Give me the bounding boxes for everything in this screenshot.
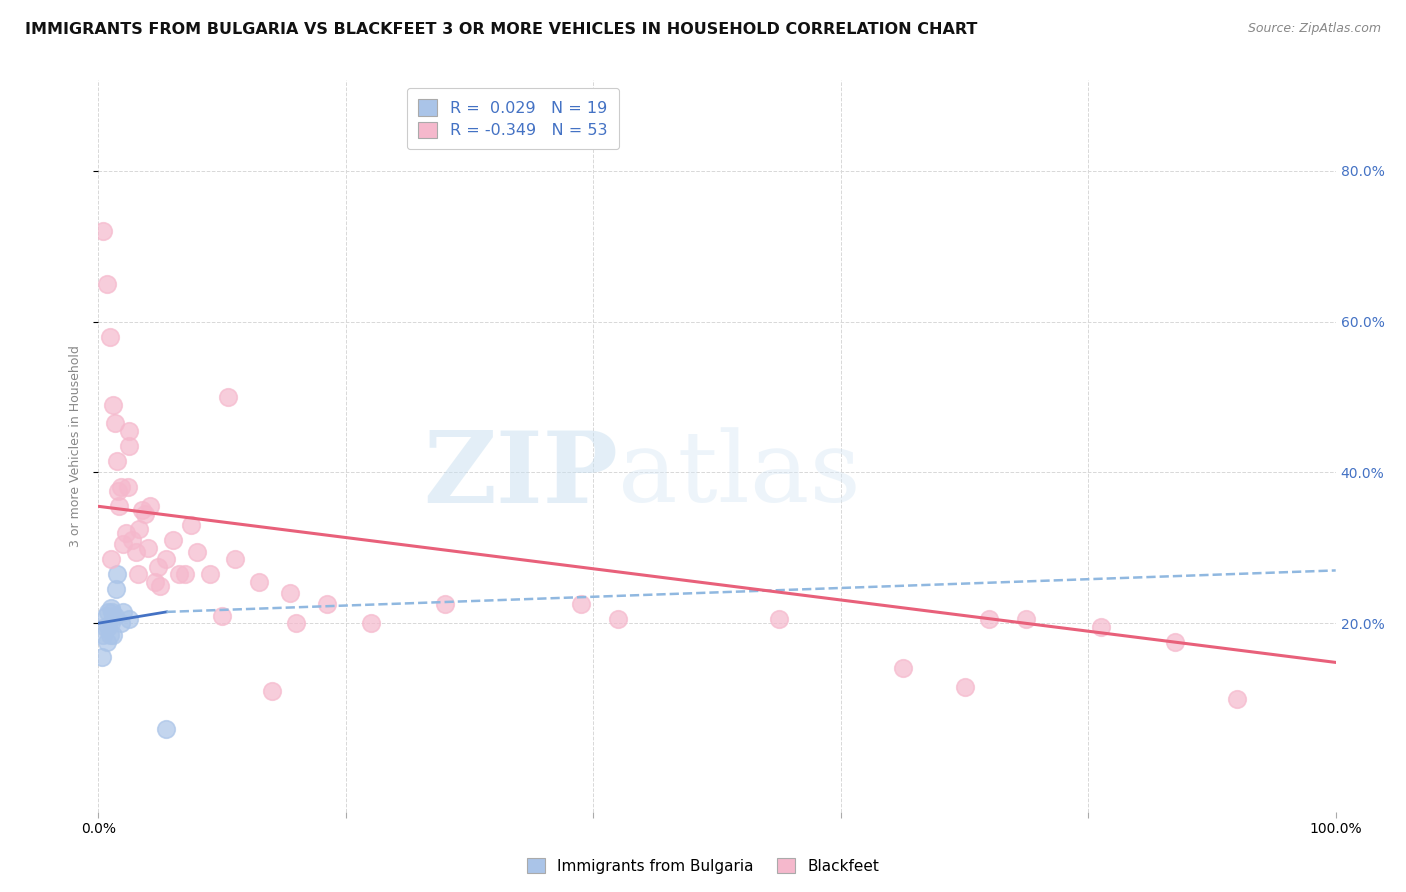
Point xyxy=(93,627,115,641)
Point xyxy=(98,329,121,343)
Text: ZIP: ZIP xyxy=(423,426,619,524)
Point xyxy=(360,616,382,631)
Point xyxy=(100,616,122,631)
Point xyxy=(278,586,301,600)
Point xyxy=(285,616,308,631)
Point xyxy=(98,627,121,641)
Point xyxy=(247,574,270,589)
Point xyxy=(100,552,122,566)
Point xyxy=(127,567,149,582)
Point xyxy=(155,552,177,566)
Y-axis label: 3 or more Vehicles in Household: 3 or more Vehicles in Household xyxy=(69,345,82,547)
Point xyxy=(180,518,202,533)
Point xyxy=(91,650,114,665)
Point xyxy=(108,500,131,514)
Point xyxy=(1164,635,1187,649)
Point xyxy=(139,500,162,514)
Text: atlas: atlas xyxy=(619,427,860,523)
Point xyxy=(953,681,976,695)
Point xyxy=(316,598,339,612)
Point xyxy=(128,522,150,536)
Point xyxy=(131,503,153,517)
Point xyxy=(118,439,141,453)
Point xyxy=(110,480,132,494)
Point xyxy=(149,578,172,592)
Point xyxy=(112,605,135,619)
Point xyxy=(1090,620,1112,634)
Point xyxy=(103,627,125,641)
Point xyxy=(607,612,630,626)
Point xyxy=(569,598,592,612)
Point xyxy=(143,574,166,589)
Text: Source: ZipAtlas.com: Source: ZipAtlas.com xyxy=(1247,22,1381,36)
Point xyxy=(97,605,120,619)
Point xyxy=(891,661,914,675)
Point xyxy=(1015,612,1038,626)
Point xyxy=(93,224,115,238)
Point xyxy=(433,598,456,612)
Point xyxy=(105,567,128,582)
Point xyxy=(117,480,139,494)
Point xyxy=(121,533,143,548)
Point xyxy=(97,620,120,634)
Point xyxy=(260,684,283,698)
Point xyxy=(979,612,1001,626)
Point xyxy=(103,398,125,412)
Point xyxy=(186,544,208,558)
Legend: Immigrants from Bulgaria, Blackfeet: Immigrants from Bulgaria, Blackfeet xyxy=(520,852,886,880)
Point xyxy=(134,507,156,521)
Point xyxy=(118,612,141,626)
Point xyxy=(112,537,135,551)
Point xyxy=(198,567,221,582)
Point xyxy=(110,616,132,631)
Point xyxy=(224,552,246,566)
Point xyxy=(107,484,129,499)
Point xyxy=(211,608,233,623)
Point xyxy=(104,582,127,597)
Point xyxy=(1226,691,1249,706)
Point xyxy=(103,608,125,623)
Point xyxy=(174,567,197,582)
Point xyxy=(162,533,184,548)
Point xyxy=(100,601,122,615)
Point xyxy=(155,722,177,736)
Point xyxy=(96,277,118,291)
Text: IMMIGRANTS FROM BULGARIA VS BLACKFEET 3 OR MORE VEHICLES IN HOUSEHOLD CORRELATIO: IMMIGRANTS FROM BULGARIA VS BLACKFEET 3 … xyxy=(25,22,977,37)
Point xyxy=(124,544,146,558)
Point xyxy=(94,608,117,623)
Point xyxy=(105,454,128,468)
Legend: R =  0.029   N = 19, R = -0.349   N = 53: R = 0.029 N = 19, R = -0.349 N = 53 xyxy=(406,88,619,149)
Point xyxy=(103,417,125,431)
Point xyxy=(217,390,239,404)
Point xyxy=(101,605,124,619)
Point xyxy=(146,559,169,574)
Point xyxy=(136,541,159,555)
Point xyxy=(114,525,136,540)
Point xyxy=(768,612,790,626)
Point xyxy=(167,567,190,582)
Point xyxy=(93,620,115,634)
Point xyxy=(118,424,141,438)
Point xyxy=(96,635,118,649)
